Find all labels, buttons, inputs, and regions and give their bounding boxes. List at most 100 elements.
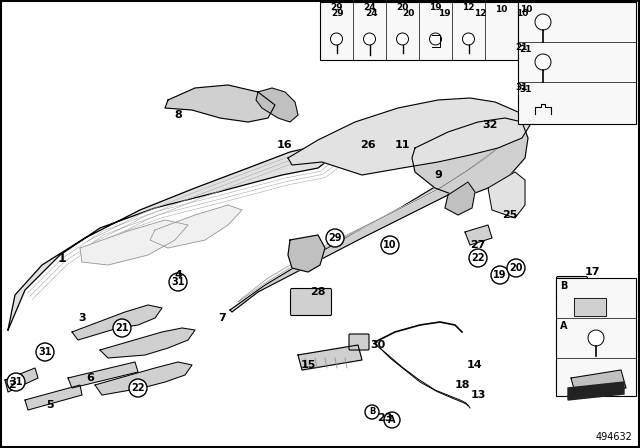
Bar [320,2,518,60]
Text: 27: 27 [470,240,486,250]
Circle shape [326,229,344,247]
Circle shape [397,33,408,45]
Text: 30: 30 [371,340,386,350]
Circle shape [113,319,131,337]
Text: 32: 32 [483,120,498,130]
Circle shape [364,33,376,45]
Text: 4: 4 [174,270,182,280]
Polygon shape [445,182,475,215]
Text: 13: 13 [470,390,486,400]
Text: 16: 16 [277,140,293,150]
Text: 1: 1 [58,251,67,264]
Text: 28: 28 [310,287,326,297]
Polygon shape [465,225,492,245]
Circle shape [588,330,604,346]
Text: 10: 10 [516,9,528,18]
Text: 31: 31 [9,377,23,387]
Text: 26: 26 [360,140,376,150]
Polygon shape [150,205,242,248]
Text: 12: 12 [474,9,486,18]
Polygon shape [412,118,528,198]
Polygon shape [5,368,38,392]
Text: 17: 17 [584,267,600,277]
Text: 29: 29 [332,9,344,18]
Text: 21: 21 [115,323,129,333]
Text: 21: 21 [520,46,532,55]
Text: 29: 29 [330,4,343,13]
Text: 10: 10 [495,5,508,14]
Circle shape [381,236,399,254]
Text: 31: 31 [516,83,528,92]
Bar [518,2,636,124]
FancyBboxPatch shape [291,289,332,315]
Polygon shape [256,88,298,122]
Bar [556,278,636,396]
Text: 10: 10 [520,5,532,14]
Text: 10: 10 [383,240,397,250]
Text: 18: 18 [454,380,470,390]
Text: 31: 31 [520,86,532,95]
Text: 23: 23 [378,413,393,423]
Polygon shape [165,85,275,122]
Text: 22: 22 [131,383,145,393]
Circle shape [535,54,551,70]
Circle shape [36,343,54,361]
Text: 19: 19 [438,9,451,18]
Text: B: B [369,408,375,417]
Circle shape [463,33,474,45]
Text: 15: 15 [300,360,316,370]
Circle shape [330,33,342,45]
Text: 24: 24 [365,9,378,18]
Text: 22: 22 [471,253,484,263]
Circle shape [507,259,525,277]
Polygon shape [298,345,362,370]
FancyBboxPatch shape [557,276,588,300]
Circle shape [129,379,147,397]
Circle shape [365,405,379,419]
Circle shape [384,412,400,428]
Text: 11: 11 [394,140,410,150]
Text: 12: 12 [462,4,475,13]
Text: 25: 25 [502,210,518,220]
Polygon shape [25,385,82,410]
Polygon shape [574,298,606,316]
Text: 8: 8 [174,110,182,120]
Polygon shape [488,172,525,218]
Text: 20: 20 [402,9,414,18]
Polygon shape [288,98,530,175]
Text: 19: 19 [493,270,507,280]
Polygon shape [230,138,508,312]
Text: 14: 14 [467,360,483,370]
Text: B: B [560,281,568,291]
Text: A: A [388,415,396,425]
Text: 31: 31 [38,347,52,357]
FancyBboxPatch shape [349,334,369,350]
Text: 494632: 494632 [595,432,632,442]
Text: 24: 24 [363,4,376,13]
Polygon shape [68,362,138,388]
Circle shape [169,273,187,291]
Polygon shape [238,148,498,302]
Text: 29: 29 [328,233,342,243]
Polygon shape [72,305,162,340]
Text: 3: 3 [78,313,86,323]
Text: 5: 5 [46,400,54,410]
Circle shape [429,33,442,45]
Circle shape [535,14,551,30]
Circle shape [7,373,25,391]
Text: 21: 21 [516,43,528,52]
Polygon shape [288,235,325,272]
Text: 19: 19 [429,4,442,13]
Text: 31: 31 [172,277,185,287]
Polygon shape [80,220,188,265]
Text: 20: 20 [396,4,409,13]
Polygon shape [95,362,192,395]
Polygon shape [8,145,335,330]
Text: A: A [560,321,568,331]
Polygon shape [568,382,624,400]
Circle shape [491,266,509,284]
Text: 9: 9 [434,170,442,180]
Text: 20: 20 [509,263,523,273]
Polygon shape [571,370,626,396]
Text: 6: 6 [86,373,94,383]
